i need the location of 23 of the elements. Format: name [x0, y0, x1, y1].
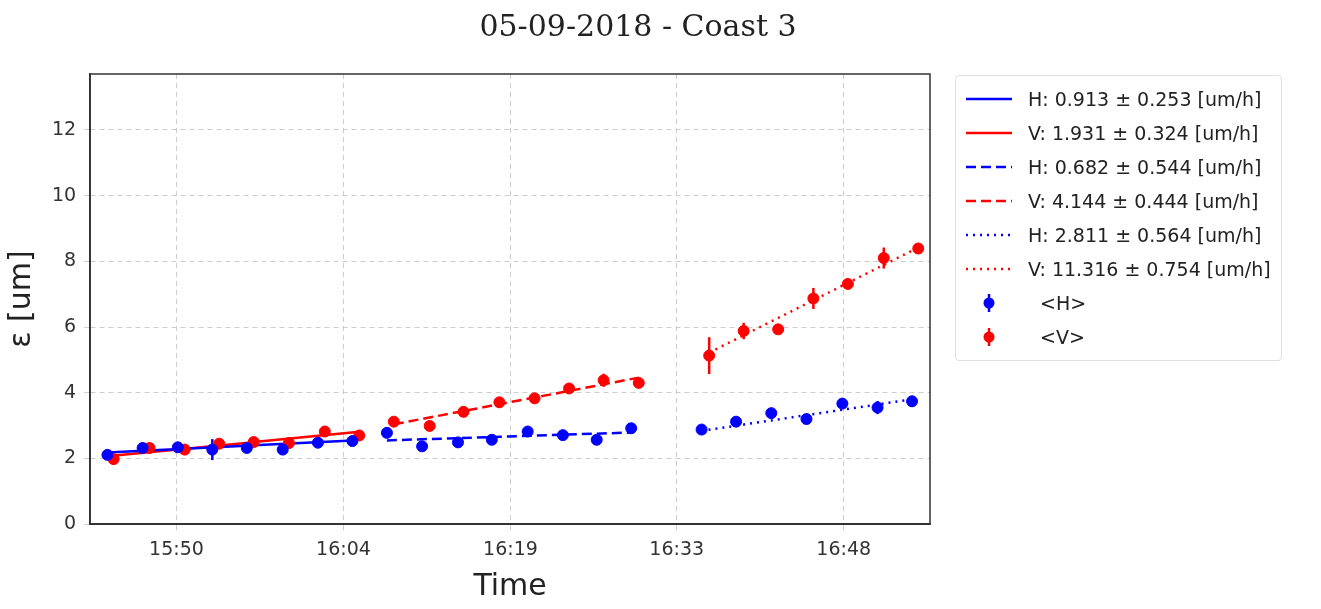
x-tick-label: 15:50	[149, 536, 204, 559]
x-tick-label: 16:04	[316, 536, 371, 559]
y-tick-label: 4	[64, 379, 77, 402]
y-tick-label: 10	[51, 182, 77, 205]
legend-label: V: 11.316 ± 0.754 [um/h]	[1028, 258, 1271, 280]
x-axis-title: Time	[472, 566, 547, 602]
y-tick-label: 6	[64, 313, 77, 336]
y-tick-label: 0	[64, 511, 77, 534]
y-tick-label: 8	[64, 248, 77, 271]
legend-label: V: 1.931 ± 0.324 [um/h]	[1028, 122, 1259, 144]
y-axis-title: ε [um]	[1, 250, 37, 348]
x-tick-label: 16:19	[483, 536, 538, 559]
legend-label: <V>	[1040, 326, 1085, 348]
chart-title: 05-09-2018 - Coast 3	[478, 8, 798, 43]
x-tick-label: 16:33	[649, 536, 705, 559]
legend-label: H: 0.682 ± 0.544 [um/h]	[1028, 156, 1262, 178]
legend-label: <H>	[1040, 292, 1087, 314]
legend-label: V: 4.144 ± 0.444 [um/h]	[1028, 190, 1259, 212]
legend-label: H: 2.811 ± 0.564 [um/h]	[1028, 224, 1262, 246]
x-tick-label: 16:48	[816, 536, 872, 559]
y-tick-label: 2	[64, 445, 77, 468]
legend-label: H: 0.913 ± 0.253 [um/h]	[1028, 88, 1262, 110]
y-tick-label: 12	[51, 116, 77, 139]
